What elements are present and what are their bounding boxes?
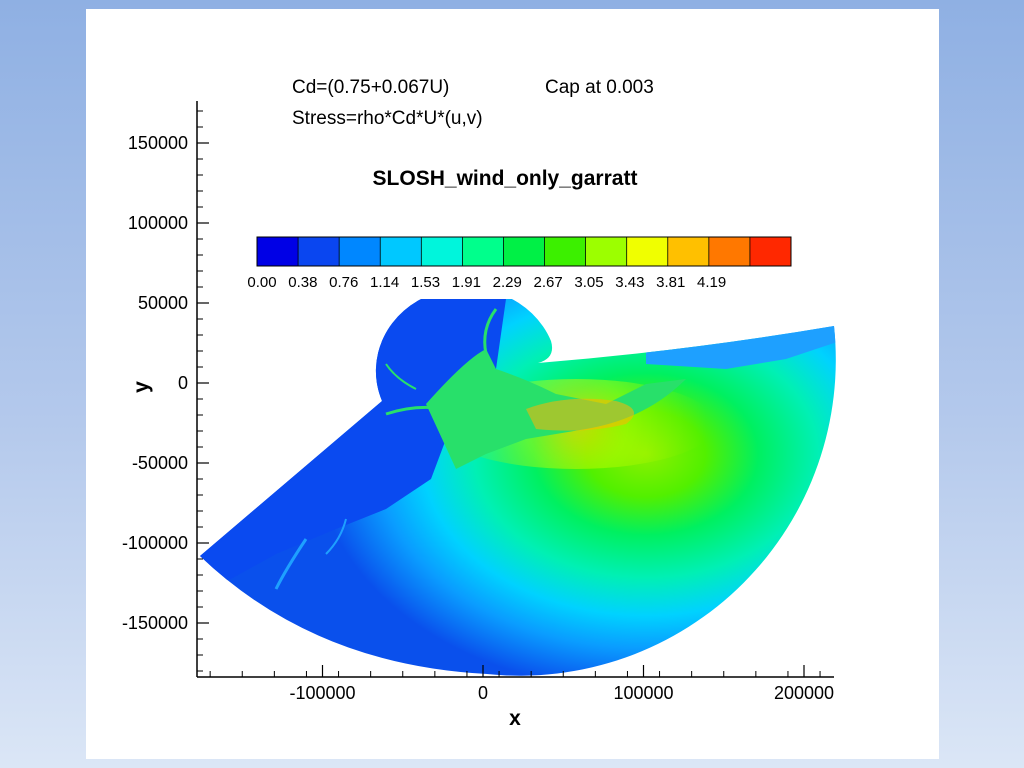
legend-swatch — [298, 237, 340, 266]
legend-label: 1.53 — [411, 274, 440, 291]
x-axis-title: x — [509, 707, 521, 730]
legend-label: 2.67 — [533, 274, 562, 291]
y-tick-label: -150000 — [122, 613, 188, 633]
legend-swatch — [380, 237, 422, 266]
legend-label: 0.76 — [329, 274, 358, 291]
axes: 150000 100000 50000 0 -50000 -100000 -150000 -… — [122, 101, 834, 730]
river-2 — [385, 405, 447, 416]
legend-swatch — [462, 237, 504, 266]
legend-swatch — [708, 237, 751, 266]
stress-field — [200, 299, 836, 676]
legend-label: 3.05 — [574, 274, 603, 291]
legend-label: 3.43 — [615, 274, 644, 291]
legend-label: 3.81 — [656, 274, 685, 291]
x-tick-label: 200000 — [774, 683, 834, 703]
legend-swatch — [257, 237, 299, 266]
river-1 — [483, 308, 498, 355]
legend-label: 1.91 — [452, 274, 481, 291]
color-legend: 0.00 0.38 0.76 1.14 1.53 1.91 2.29 2.67 3.05 3.43… — [247, 236, 792, 291]
legend-label: 4.19 — [697, 274, 726, 291]
y-tick-label: 0 — [178, 373, 188, 393]
coastal-hotspot — [526, 398, 634, 431]
x-tick-label: -100000 — [289, 683, 355, 703]
x-tick-label: 100000 — [613, 683, 673, 703]
legend-frame — [256, 236, 792, 267]
contour-plot: 150000 100000 50000 0 -50000 -100000 -150000 -… — [122, 101, 836, 730]
legend-label: 0.38 — [288, 274, 317, 291]
plot-panel: Cd=(0.75+0.067U) Cap at 0.003 Stress=rho… — [86, 9, 939, 759]
legend-swatch — [667, 237, 710, 266]
river-4 — [274, 538, 308, 590]
legend-swatch — [339, 237, 381, 266]
stress-formula-note: Stress=rho*Cd*U*(u,v) — [292, 108, 483, 129]
y-tick-label: -50000 — [132, 453, 188, 473]
y-tick-label: 100000 — [128, 213, 188, 233]
legend-label: 1.14 — [370, 274, 399, 291]
legend-swatch — [626, 237, 669, 266]
legend-label: 2.29 — [493, 274, 522, 291]
cap-note: Cap at 0.003 — [545, 77, 654, 98]
legend-swatch — [503, 237, 546, 266]
y-tick-label: -100000 — [122, 533, 188, 553]
river-5 — [325, 518, 347, 555]
river-3 — [385, 363, 417, 390]
legend-swatch — [421, 237, 463, 266]
y-tick-label: 150000 — [128, 133, 188, 153]
chart-title: SLOSH_wind_only_garratt — [373, 167, 638, 190]
x-tick-label: 0 — [478, 683, 488, 703]
drag-coefficient-note: Cd=(0.75+0.067U) — [292, 77, 450, 98]
legend-swatch — [749, 237, 792, 266]
y-axis-title: y — [130, 381, 153, 393]
legend-label: 0.00 — [247, 274, 276, 291]
y-tick-label: 50000 — [138, 293, 188, 313]
legend-swatch — [544, 237, 587, 266]
legend-swatch — [585, 237, 628, 266]
